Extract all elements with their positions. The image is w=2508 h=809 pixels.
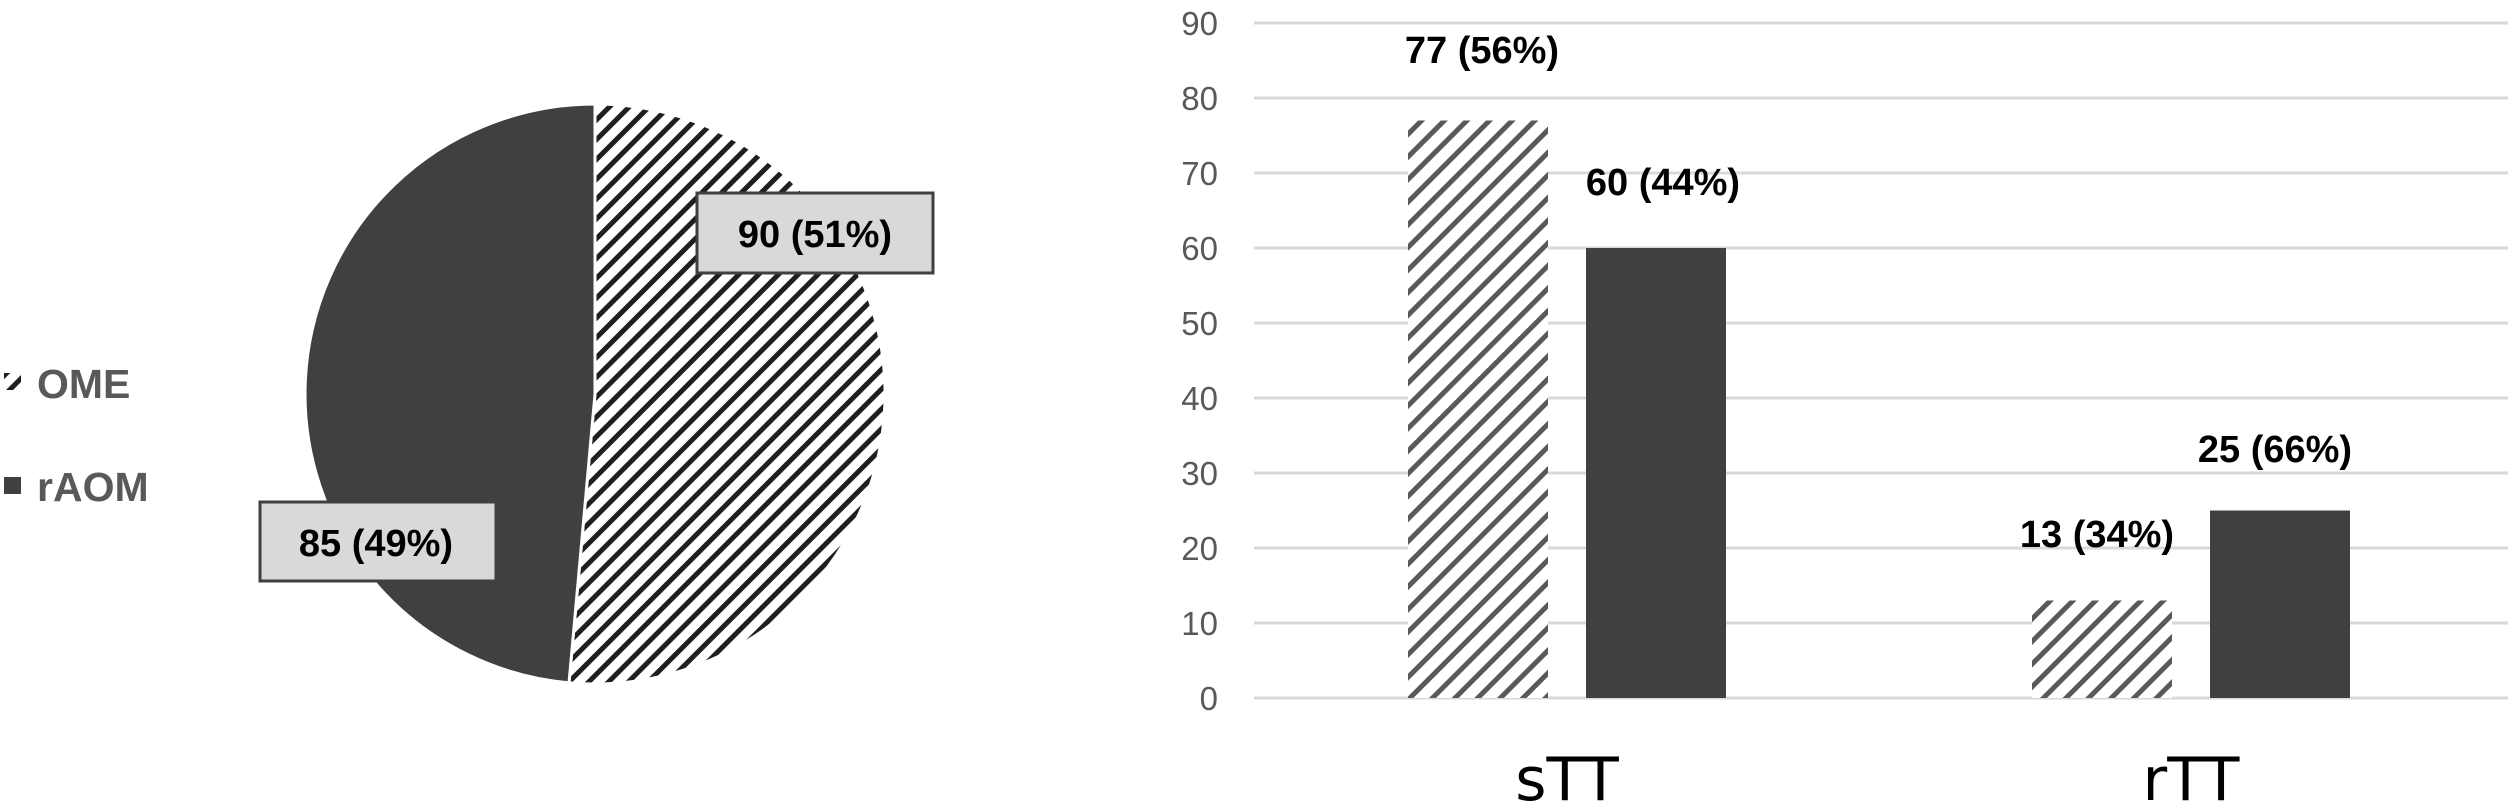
pie-chart: 90 (51%) 85 (49%) <box>258 102 935 686</box>
bar-data-label: 25 (66%) <box>2198 429 2352 471</box>
legend-item-raom[interactable]: rAOM <box>4 464 149 510</box>
pie-data-label-raom: 85 (49%) <box>258 500 498 583</box>
pie-label-box <box>258 500 498 583</box>
bar-raom-rtt[interactable] <box>2210 510 2350 699</box>
bars <box>1408 120 2350 699</box>
y-tick-label: 20 <box>1181 530 1218 567</box>
bar-data-label: 13 (34%) <box>2020 514 2174 556</box>
legend-label-ome: OME <box>37 361 130 407</box>
pie-slice-raom[interactable] <box>303 102 597 685</box>
y-tick-label: 70 <box>1181 155 1218 192</box>
bar-raom-stt[interactable] <box>1586 248 1726 698</box>
legend-label-raom: rAOM <box>37 464 149 510</box>
pie-label-text-ome: 90 (51%) <box>738 214 892 256</box>
y-tick-label: 0 <box>1200 680 1218 717</box>
y-tick-label: 50 <box>1181 305 1218 342</box>
x-category-label-rtt: rTT <box>2143 745 2240 804</box>
bar-ome-rtt[interactable] <box>2032 600 2172 699</box>
x-category-label-stt: sTT <box>1515 745 1619 804</box>
pie-slice-ome[interactable] <box>567 102 887 686</box>
bar-data-label: 60 (44%) <box>1586 162 1740 204</box>
y-tick-label: 10 <box>1181 605 1218 642</box>
legend: OME rAOM <box>4 361 149 510</box>
y-tick-label: 30 <box>1181 455 1218 492</box>
pie-label-box <box>695 191 935 275</box>
solid-square-icon <box>4 477 21 494</box>
hatched-square-icon <box>4 373 21 390</box>
pie-data-label-ome: 90 (51%) <box>695 191 935 275</box>
y-tick-label: 40 <box>1181 380 1218 417</box>
bar-data-label: 77 (56%) <box>1405 30 1559 72</box>
bar-ome-stt[interactable] <box>1408 120 1548 699</box>
pie-label-text-raom: 85 (49%) <box>299 523 453 565</box>
x-axis: sTT rTT <box>1515 745 2240 809</box>
y-tick-label: 60 <box>1181 230 1218 267</box>
y-tick-label: 90 <box>1181 5 1218 42</box>
y-tick-label: 80 <box>1181 80 1218 117</box>
legend-item-ome[interactable]: OME <box>4 361 130 407</box>
bar-chart: 0 10 20 30 40 50 60 70 80 90 77 (56%) 60 (44%) 13 (… <box>1181 5 2508 809</box>
y-axis: 0 10 20 30 40 50 60 70 80 90 <box>1181 5 1218 717</box>
bar-data-labels: 77 (56%) 60 (44%) 13 (34%) 25 (66%) <box>1405 30 2352 556</box>
